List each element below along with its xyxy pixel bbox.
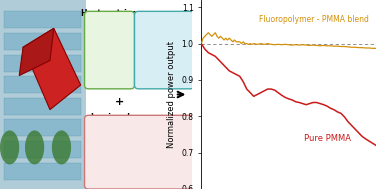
Text: Perylene
diimide
dye: Perylene diimide dye — [129, 145, 150, 161]
Bar — [4, 76, 81, 93]
Ellipse shape — [0, 130, 19, 164]
Polygon shape — [19, 28, 54, 76]
Bar — [4, 98, 81, 115]
Text: Pure PMMA: Pure PMMA — [305, 134, 352, 143]
Ellipse shape — [52, 130, 71, 164]
Text: $\mathsf{H_2C}$─$\mathsf{C}$: $\mathsf{H_2C}$─$\mathsf{C}$ — [101, 46, 118, 56]
Bar — [4, 163, 81, 180]
Text: PMMA: PMMA — [102, 64, 118, 69]
Text: Host matrices: Host matrices — [81, 9, 141, 19]
Bar — [4, 33, 81, 50]
Bar — [0, 0, 86, 189]
Text: +: + — [115, 97, 124, 107]
Y-axis label: Normalized power output: Normalized power output — [167, 41, 176, 148]
Bar — [4, 11, 81, 28]
Bar — [4, 141, 81, 158]
Bar — [0, 0, 86, 63]
Bar — [0, 63, 86, 126]
FancyBboxPatch shape — [135, 11, 194, 89]
Bar — [0, 126, 86, 189]
FancyBboxPatch shape — [85, 115, 194, 189]
Polygon shape — [23, 28, 81, 110]
Ellipse shape — [25, 130, 44, 164]
Text: Luminophore: Luminophore — [91, 113, 148, 122]
Text: PVDF
copolymer: PVDF copolymer — [151, 61, 177, 72]
Bar — [4, 55, 81, 72]
Text: +: + — [128, 46, 137, 56]
FancyBboxPatch shape — [85, 11, 135, 89]
Text: Fluoropolymer - PMMA blend: Fluoropolymer - PMMA blend — [259, 15, 369, 25]
Bar — [4, 119, 81, 136]
